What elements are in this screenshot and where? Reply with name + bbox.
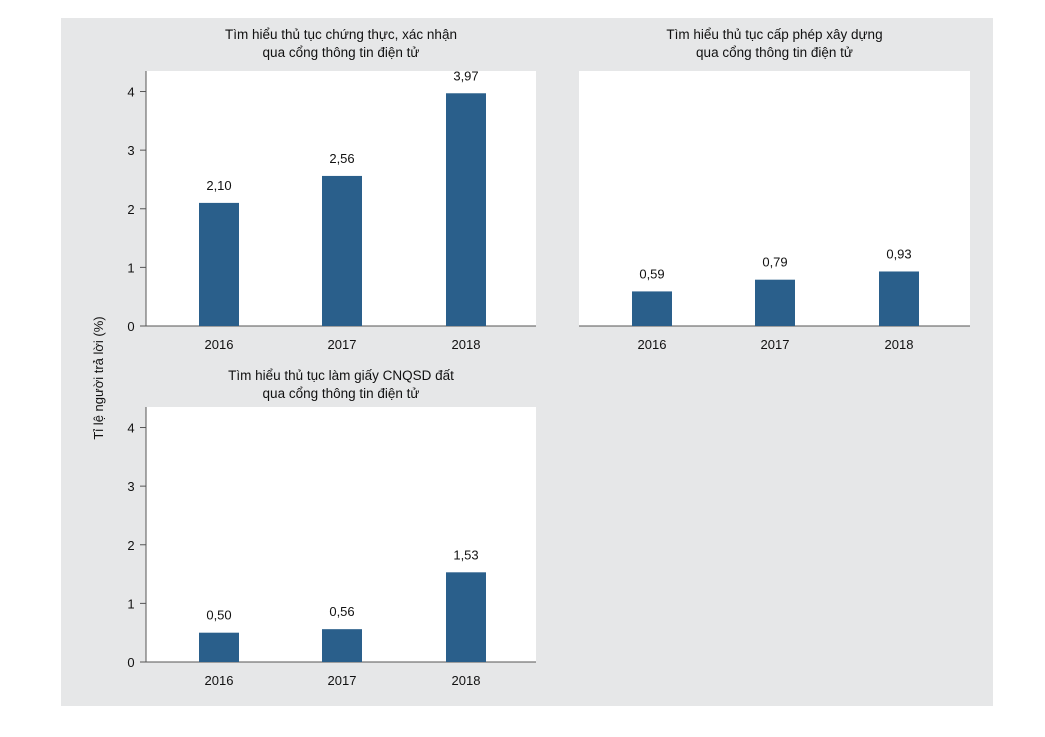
panel-1-x-tick-label: 2016 — [205, 337, 234, 352]
panel-3-y-tick-label: 3 — [127, 479, 134, 494]
panel-3-y-tick-label: 1 — [127, 596, 134, 611]
panel-2-value-label: 0,93 — [886, 246, 911, 261]
panel-1-value-label: 2,56 — [329, 151, 354, 166]
panel-3-x-tick-label: 2017 — [328, 673, 357, 688]
panel-1-y-tick-label: 4 — [127, 85, 134, 100]
panel-1-x-tick-label: 2018 — [452, 337, 481, 352]
panel-1-title: Tìm hiểu thủ tục chứng thực, xác nhận — [225, 27, 457, 42]
panel-1-bar-2018 — [446, 93, 486, 326]
panel-3-subtitle: qua cổng thông tin điện tử — [263, 386, 420, 401]
y-axis-label: Tỉ lệ người trả lời (%) — [91, 316, 106, 439]
panel-3-x-tick-label: 2016 — [205, 673, 234, 688]
panel-1-bar-2016 — [199, 202, 239, 326]
panel-1-y-tick-label: 1 — [127, 260, 134, 275]
panel-2-x-tick-label: 2018 — [885, 337, 914, 352]
panel-1-y-tick-label: 0 — [127, 319, 134, 334]
panel-3-value-label: 1,53 — [453, 547, 478, 562]
panel-3-bar-2018 — [446, 572, 486, 662]
panel-2-subtitle: qua cổng thông tin điện tử — [696, 45, 853, 60]
panel-1-y-tick-label: 3 — [127, 143, 134, 158]
panel-2-bar-2018 — [879, 271, 919, 326]
panel-1-bar-2017 — [322, 175, 362, 326]
panel-3-y-tick-label: 0 — [127, 655, 134, 670]
panel-3-y-tick-label: 2 — [127, 538, 134, 553]
panel-2-bar-2017 — [755, 279, 795, 326]
panel-2-x-tick-label: 2016 — [638, 337, 667, 352]
panel-3-value-label: 0,56 — [329, 604, 354, 619]
panel-1-subtitle: qua cổng thông tin điện tử — [263, 45, 420, 60]
panel-2-value-label: 0,79 — [762, 255, 787, 270]
panel-2-title: Tìm hiểu thủ tục cấp phép xây dựng — [666, 27, 882, 42]
panel-2-value-label: 0,59 — [639, 266, 664, 281]
panel-3-x-tick-label: 2018 — [452, 673, 481, 688]
chart-svg: Tỉ lệ người trả lời (%) Tìm hiểu thủ tục … — [61, 18, 993, 706]
panel-3-value-label: 0,50 — [206, 608, 231, 623]
panel-2-x-tick-label: 2017 — [761, 337, 790, 352]
panel-1-value-label: 2,10 — [206, 178, 231, 193]
chart-figure: Tỉ lệ người trả lời (%) Tìm hiểu thủ tục … — [61, 18, 993, 706]
panel-3-bar-2016 — [199, 632, 239, 662]
panel-1-y-tick-label: 2 — [127, 202, 134, 217]
panel-1-x-tick-label: 2017 — [328, 337, 357, 352]
panel-1-value-label: 3,97 — [453, 68, 478, 83]
panel-2-bar-2016 — [632, 291, 672, 326]
panel-3-y-tick-label: 4 — [127, 421, 134, 436]
panel-3-bar-2017 — [322, 629, 362, 662]
panel-3-title: Tìm hiểu thủ tục làm giấy CNQSD đất — [228, 368, 454, 383]
